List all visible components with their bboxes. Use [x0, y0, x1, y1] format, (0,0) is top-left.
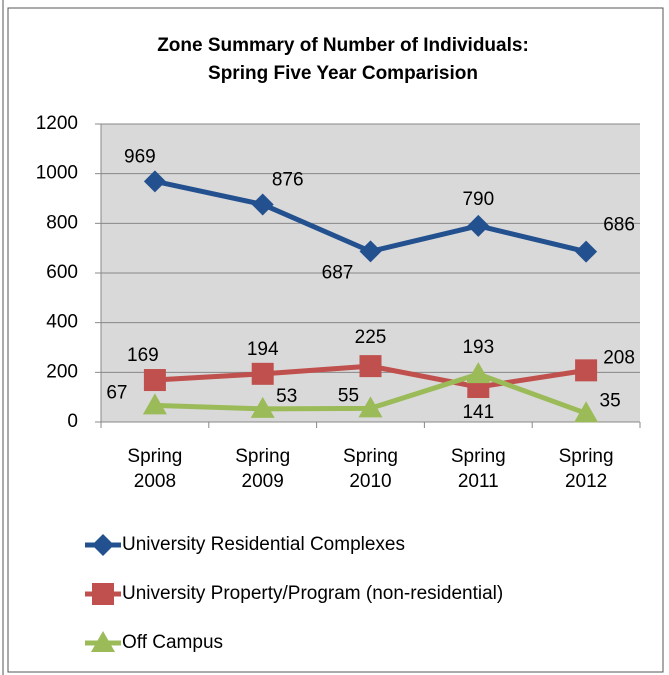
x-tick-label: Spring 2009	[235, 446, 291, 492]
marker	[358, 396, 383, 418]
data-label: 790	[462, 189, 494, 210]
data-label: 194	[247, 339, 279, 360]
data-label: 193	[462, 337, 494, 358]
x-tick-label: Spring 2008	[127, 446, 183, 492]
x-tick-label: Spring 2012	[558, 446, 614, 492]
marker	[251, 193, 274, 216]
y-tick-label: 800	[46, 212, 78, 233]
y-tick-label: 1200	[36, 113, 78, 134]
y-tick-label: 400	[46, 312, 78, 333]
marker	[359, 355, 382, 378]
marker	[575, 359, 598, 382]
marker	[250, 396, 275, 418]
marker	[574, 401, 599, 423]
data-label: 876	[272, 169, 304, 190]
legend-label: Off Campus	[122, 632, 224, 653]
marker	[575, 240, 598, 263]
x-tick-label: Spring 2010	[343, 446, 398, 492]
y-tick-label: 0	[67, 411, 78, 432]
data-label: 55	[338, 385, 359, 406]
data-label: 35	[600, 390, 621, 411]
data-label: 969	[124, 146, 156, 167]
marker	[359, 240, 382, 263]
data-label: 225	[355, 327, 387, 348]
x-tick-label: Spring 2011	[450, 446, 506, 492]
y-tick-label: 200	[46, 361, 78, 382]
data-label: 169	[127, 345, 159, 366]
data-label: 686	[603, 215, 635, 236]
marker	[251, 362, 274, 385]
marker	[92, 583, 114, 605]
marker	[91, 631, 115, 652]
y-tick-label: 1000	[36, 163, 78, 184]
data-label: 687	[322, 262, 354, 283]
marker	[143, 170, 166, 193]
data-label: 208	[603, 347, 635, 368]
marker	[467, 214, 490, 237]
marker	[142, 393, 167, 415]
legend-label: University Property/Program (non-residen…	[122, 583, 504, 604]
marker	[466, 362, 491, 384]
legend-label: University Residential Complexes	[122, 534, 405, 555]
frame	[7, 7, 664, 673]
chart-title: Zone Summary of Number of Individuals: S…	[157, 35, 529, 84]
marker	[92, 534, 114, 556]
marker	[143, 369, 166, 392]
y-tick-label: 600	[46, 262, 78, 283]
data-label: 67	[106, 382, 127, 403]
data-label: 141	[462, 402, 494, 423]
data-label: 53	[276, 386, 297, 407]
